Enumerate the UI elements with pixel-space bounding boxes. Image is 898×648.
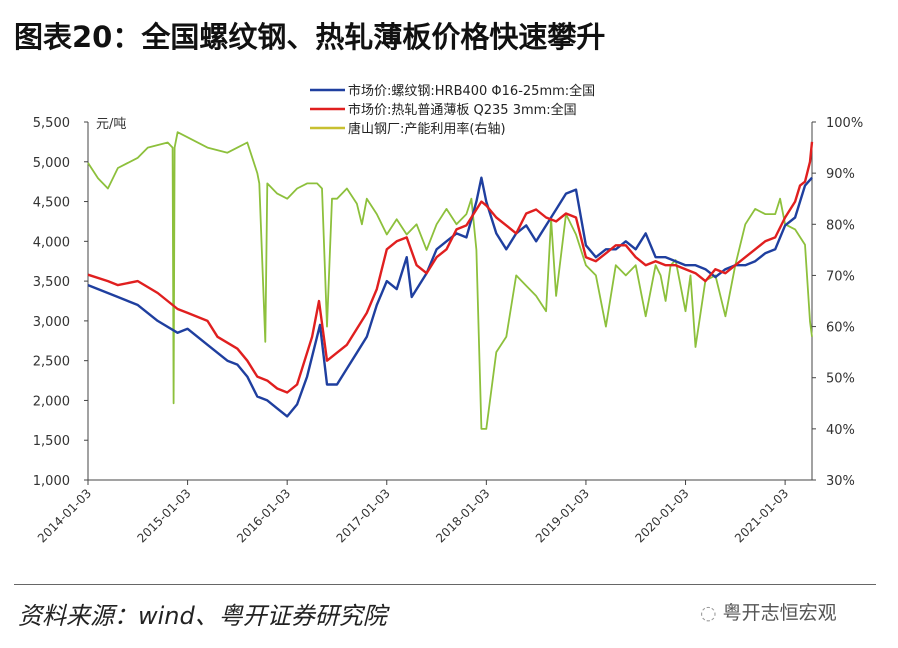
series-line-2 <box>87 131 813 430</box>
y2-tick-label: 90% <box>826 167 855 182</box>
x-tick-label: 2017-01-03 <box>334 486 393 545</box>
x-tick-label: 2021-01-03 <box>732 486 791 545</box>
x-tick-label: 2015-01-03 <box>134 486 193 545</box>
x-tick-label: 2018-01-03 <box>433 486 492 545</box>
figure-title: 图表20：全国螺纹钢、热轧薄板价格快速攀升 <box>14 20 606 54</box>
y2-tick-label: 40% <box>826 423 855 438</box>
y2-tick-label: 70% <box>826 269 855 284</box>
y-tick-label: 5,000 <box>33 156 70 171</box>
y-tick-label: 1,500 <box>33 434 70 449</box>
divider <box>14 584 876 585</box>
y-tick-label: 3,500 <box>33 275 70 290</box>
y-tick-label: 4,000 <box>33 235 70 250</box>
y2-tick-label: 30% <box>826 474 855 489</box>
y2-tick-label: 100% <box>826 116 863 131</box>
series-line-1 <box>87 141 814 394</box>
legend-label: 唐山钢厂:产能利用率(右轴) <box>348 121 506 137</box>
y-tick-label: 2,000 <box>33 394 70 409</box>
y-tick-label: 3,000 <box>33 315 70 330</box>
x-tick-label: 2020-01-03 <box>632 486 691 545</box>
x-tick-label: 2016-01-03 <box>234 486 293 545</box>
x-tick-label: 2019-01-03 <box>533 486 592 545</box>
source-note: 资料来源：wind、粤开证券研究院 <box>18 602 387 630</box>
y-tick-label: 2,500 <box>33 355 70 370</box>
y-axis-unit: 元/吨 <box>96 117 126 132</box>
y-tick-label: 5,500 <box>33 116 70 131</box>
watermark: ◌ 粤开志恒宏观 <box>700 598 837 625</box>
y-tick-label: 4,500 <box>33 196 70 211</box>
watermark-text: 粤开志恒宏观 <box>722 602 837 624</box>
line-chart: 1,000 1,500 2,000 2,500 3,000 3,500 4,000 4,500… <box>33 83 863 545</box>
y2-tick-label: 60% <box>826 321 855 336</box>
legend-label: 市场价:螺纹钢:HRB400 Φ16-25mm:全国 <box>348 83 595 99</box>
x-tick-label: 2014-01-03 <box>35 486 94 545</box>
y-tick-label: 1,000 <box>33 474 70 489</box>
y2-tick-label: 50% <box>826 372 855 387</box>
wechat-icon: ◌ <box>700 602 723 624</box>
y2-tick-label: 80% <box>826 218 855 233</box>
series-line-0 <box>87 176 813 418</box>
legend-label: 市场价:热轧普通薄板 Q235 3mm:全国 <box>348 102 577 118</box>
